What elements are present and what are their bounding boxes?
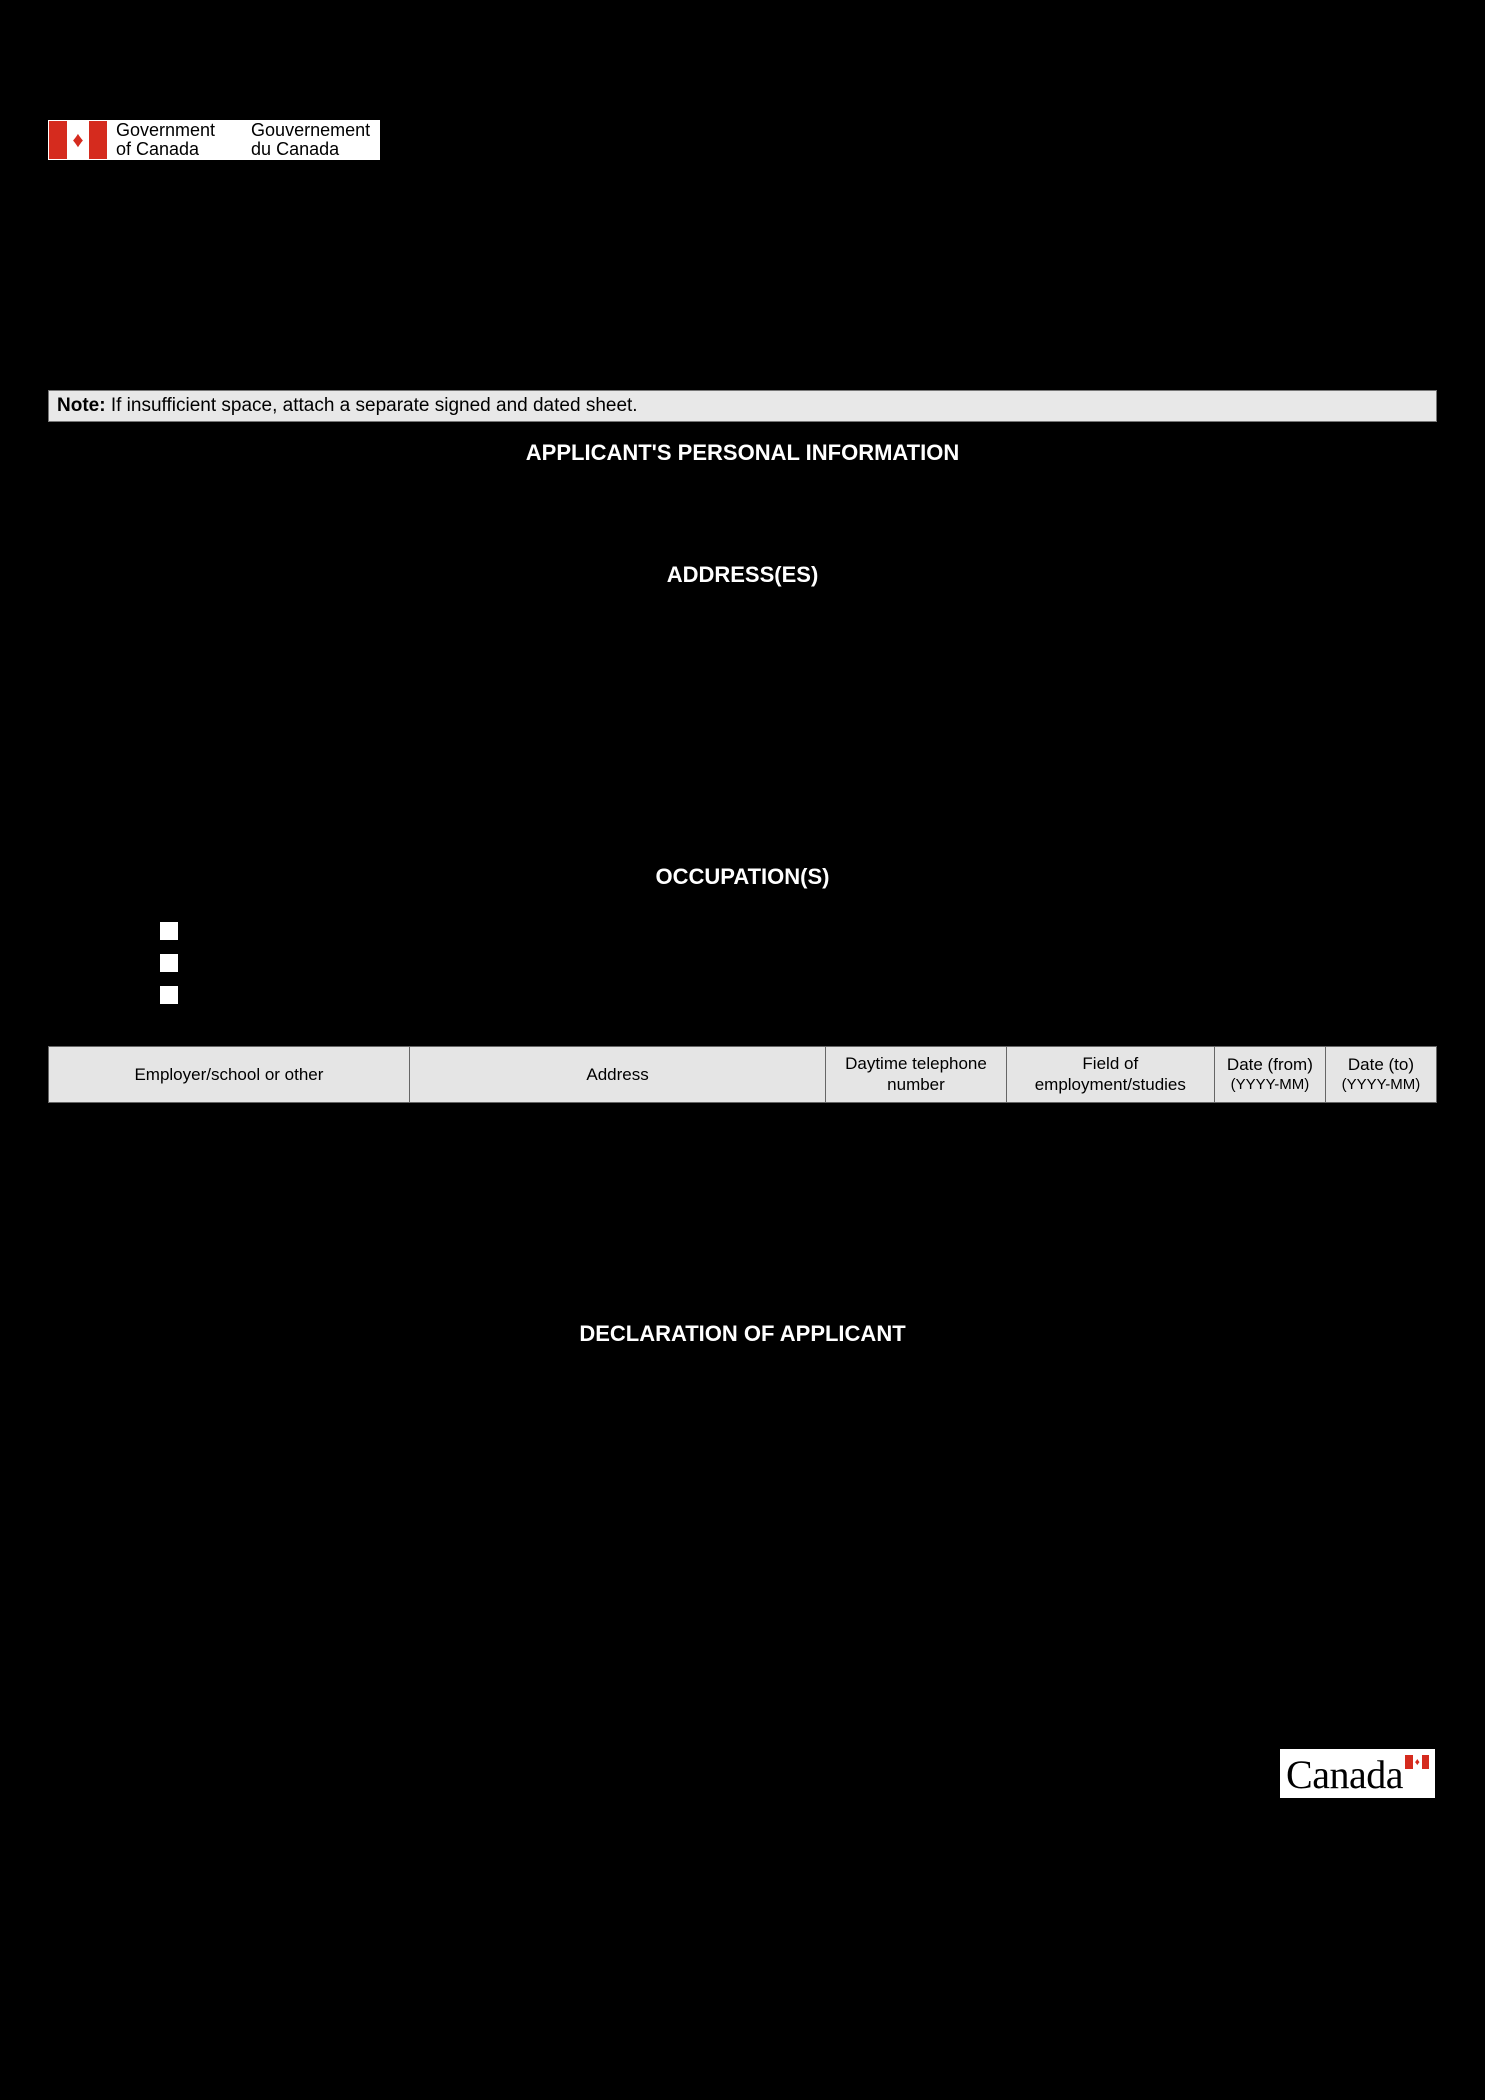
section-declaration: DECLARATION OF APPLICANT (48, 1321, 1437, 1347)
occupation-table: Employer/school or otherAddressDaytime t… (48, 1046, 1437, 1103)
canada-flag-icon: ♦ (48, 120, 108, 160)
table-column-header: Daytime telephone number (826, 1047, 1006, 1103)
occupation-checkboxes (158, 920, 1437, 1006)
table-column-header: Field of employment/studies (1006, 1047, 1214, 1103)
government-text: Government of Canada Gouvernement du Can… (108, 120, 380, 160)
section-addresses: ADDRESS(ES) (48, 562, 1437, 588)
gov-en-line2: of Canada (116, 140, 215, 159)
table-header-row: Employer/school or otherAddressDaytime t… (49, 1047, 1437, 1103)
note-bar: Note: If insufficient space, attach a se… (48, 390, 1437, 422)
government-logo: ♦ Government of Canada Gouvernement du C… (48, 120, 380, 160)
section-personal-info: APPLICANT'S PERSONAL INFORMATION (48, 440, 1437, 466)
section-occupations: OCCUPATION(S) (48, 864, 1437, 890)
note-text: If insufficient space, attach a separate… (106, 395, 638, 416)
checkbox-option[interactable] (158, 984, 180, 1006)
checkbox-option[interactable] (158, 952, 180, 974)
table-column-header: Address (409, 1047, 825, 1103)
table-column-header: Employer/school or other (49, 1047, 410, 1103)
table-column-header: Date (to)(YYYY-MM) (1325, 1047, 1436, 1103)
table-column-header: Date (from)(YYYY-MM) (1214, 1047, 1325, 1103)
form-page: ♦ Government of Canada Gouvernement du C… (0, 0, 1485, 2100)
canada-wordmark: Canada ♦ (1278, 1747, 1437, 1800)
gov-fr-line1: Gouvernement (251, 121, 370, 140)
note-label: Note: (57, 395, 106, 416)
checkbox-option[interactable] (158, 920, 180, 942)
gov-fr-line2: du Canada (251, 140, 370, 159)
gov-en-line1: Government (116, 121, 215, 140)
wordmark-flag-icon: ♦ (1405, 1755, 1429, 1769)
wordmark-text: Canada (1286, 1751, 1403, 1798)
